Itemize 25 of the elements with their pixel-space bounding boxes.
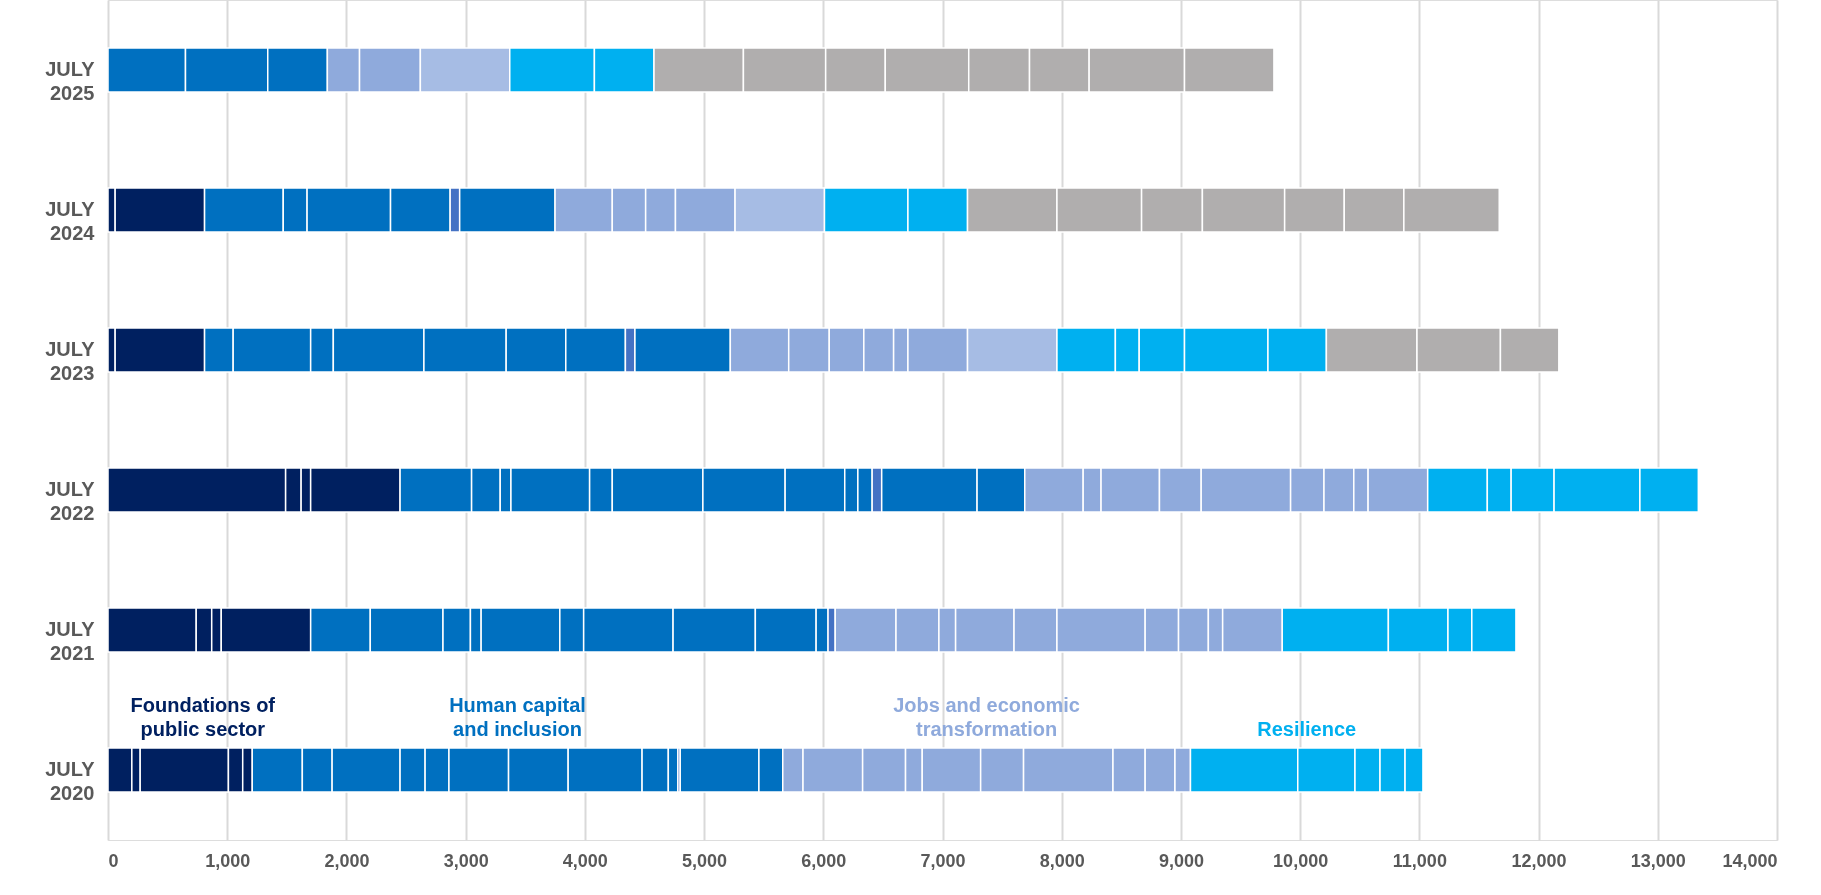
series-label: Resilience <box>1257 718 1357 740</box>
text: Jobs and economic transformation <box>893 694 1080 740</box>
text: Human capital and inclusion <box>449 694 586 740</box>
x-tick-label: 13,000 <box>1630 850 1686 871</box>
x-tick-label: 4,000 <box>562 850 608 871</box>
y-tick-label: JULY 2022 <box>45 478 96 524</box>
y-tick-label: JULY 2024 <box>45 198 96 244</box>
x-tick-label: 6,000 <box>801 850 847 871</box>
x-tick-label: 7,000 <box>920 850 966 871</box>
y-tick-label: JULY 2021 <box>45 618 96 664</box>
y-tick-label: JULY 2025 <box>45 58 96 104</box>
x-tick-label: 1,000 <box>205 850 251 871</box>
y-tick-label: JULY 2020 <box>45 758 96 804</box>
y-tick-label: JULY 2023 <box>45 338 96 384</box>
x-tick-label: 9,000 <box>1158 850 1204 871</box>
series-label: Foundations of public sector <box>130 694 276 740</box>
x-tick-label: 12,000 <box>1511 850 1567 871</box>
x-tick-label: 11,000 <box>1392 850 1447 871</box>
x-tick-label: 8,000 <box>1039 850 1085 871</box>
x-tick-label: 2,000 <box>324 850 370 871</box>
x-tick-label: 3,000 <box>443 850 489 871</box>
x-tick-label: 14,000 <box>1722 850 1778 871</box>
x-tick-label: 5,000 <box>682 850 728 871</box>
x-tick-label: 0 <box>108 850 119 871</box>
x-tick-label: 10,000 <box>1273 850 1329 871</box>
